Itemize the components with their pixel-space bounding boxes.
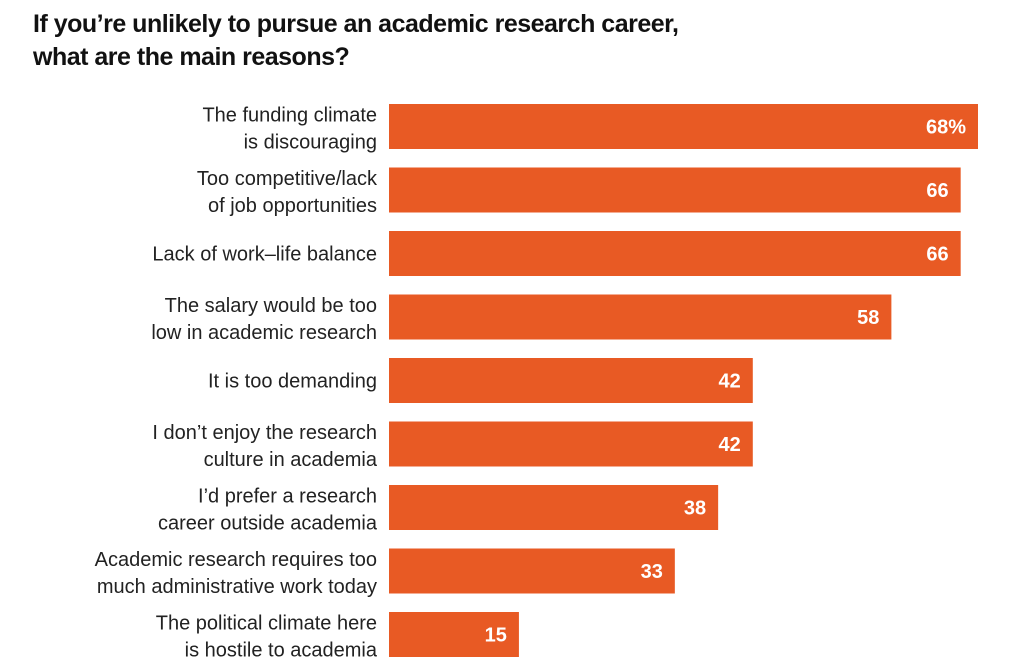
category-label: Academic research requires too much admin… xyxy=(95,549,377,598)
bar xyxy=(389,104,978,149)
bar xyxy=(389,167,961,213)
data-label: 38 xyxy=(684,498,706,520)
data-label: 15 xyxy=(485,625,507,647)
category-label: The salary would be too low in academic r… xyxy=(151,295,377,344)
data-label: 66 xyxy=(926,180,948,202)
category-label: Too competitive/lack of job opportunities xyxy=(197,168,378,217)
data-label: 33 xyxy=(641,561,663,583)
bar xyxy=(389,548,675,594)
data-label: 66 xyxy=(926,244,948,266)
bar xyxy=(389,358,753,403)
bar xyxy=(389,421,753,467)
bar xyxy=(389,485,719,530)
data-label: 42 xyxy=(719,434,741,456)
data-label: 58 xyxy=(857,307,879,329)
category-label: It is too demanding xyxy=(208,371,377,393)
category-label: Lack of work–life balance xyxy=(152,244,377,266)
data-label: 42 xyxy=(719,371,741,393)
data-label: 68% xyxy=(926,117,966,139)
category-label: The funding climate is discouraging xyxy=(202,105,377,154)
bar xyxy=(389,294,892,340)
category-label: I don’t enjoy the research culture in aca… xyxy=(152,422,377,471)
category-label: I’d prefer a research career outside acad… xyxy=(158,486,378,535)
chart-title: If you’re unlikely to pursue an academic… xyxy=(33,10,679,71)
bar xyxy=(389,612,519,657)
bar xyxy=(389,231,961,276)
category-label: The political climate here is hostile to … xyxy=(156,613,378,662)
